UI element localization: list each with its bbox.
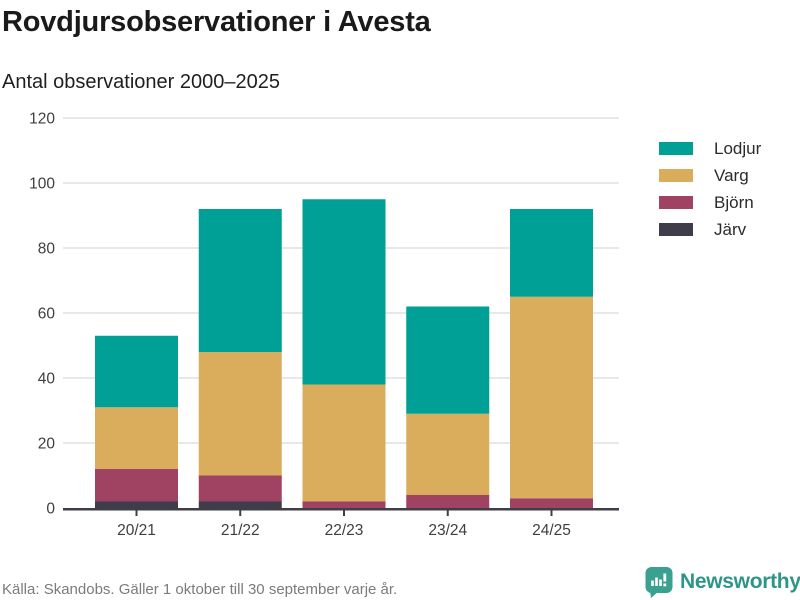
chart-legend: Lodjur Varg Björn Järv <box>659 135 761 243</box>
bar-segment-varg-24-25 <box>510 296 593 499</box>
y-axis-tick-label: 20 <box>38 436 56 453</box>
y-axis-tick-label: 0 <box>46 501 55 518</box>
bar-segment-bjrn-21-22 <box>198 475 282 502</box>
legend-label: Varg <box>714 165 749 185</box>
gridline <box>63 182 619 184</box>
legend-label: Järv <box>714 219 747 239</box>
x-axis-tick <box>239 510 242 516</box>
legend-swatch <box>659 169 693 182</box>
legend-item-lodjur: Lodjur <box>659 135 761 162</box>
x-axis-tick-label: 23/24 <box>428 522 467 539</box>
bar-segment-jrv-20-21 <box>95 501 178 508</box>
bar-segment-bjrn-20-21 <box>95 469 178 502</box>
legend-swatch <box>659 196 693 209</box>
y-axis-tick-label: 120 <box>29 111 55 128</box>
legend-swatch <box>659 142 693 155</box>
newsworthy-wordmark: Newsworthy <box>680 570 800 593</box>
bar-segment-lodjur-24-25 <box>510 209 593 297</box>
gridline <box>63 117 619 119</box>
legend-label: Lodjur <box>714 138 762 158</box>
chart-subtitle: Antal observationer 2000–2025 <box>2 71 280 93</box>
legend-label: Björn <box>714 192 754 212</box>
bar-segment-varg-23-24 <box>406 413 490 495</box>
x-axis-tick-label: 20/21 <box>117 522 156 539</box>
legend-swatch <box>659 223 693 236</box>
x-axis-tick <box>446 510 449 516</box>
bar-segment-jrv-21-22 <box>198 501 282 508</box>
x-axis-tick-label: 24/25 <box>532 522 571 539</box>
y-axis-tick-label: 100 <box>29 176 55 193</box>
x-axis-tick <box>550 510 553 516</box>
legend-item-varg: Varg <box>659 162 761 189</box>
bar-segment-lodjur-21-22 <box>198 209 282 352</box>
bar-segment-bjrn-22-23 <box>302 501 386 508</box>
x-axis-line <box>63 508 619 511</box>
y-axis-tick-label: 80 <box>38 241 56 258</box>
x-axis-tick <box>135 510 138 516</box>
bar-segment-varg-22-23 <box>302 384 386 502</box>
bar-segment-varg-20-21 <box>95 407 178 469</box>
source-note: Källa: Skandobs. Gäller 1 oktober till 3… <box>2 581 398 598</box>
y-axis-tick-label: 40 <box>38 371 56 388</box>
x-axis-tick <box>343 510 345 516</box>
bar-segment-lodjur-22-23 <box>302 199 386 385</box>
legend-item-jrv: Järv <box>659 216 761 243</box>
newsworthy-logo: Newsworthy <box>645 566 800 598</box>
newsworthy-icon <box>645 567 673 598</box>
bar-segment-varg-21-22 <box>198 352 282 476</box>
x-axis-tick-label: 21/22 <box>221 522 260 539</box>
bar-segment-lodjur-20-21 <box>95 335 178 408</box>
chart-title: Rovdjursobservationer i Avesta <box>2 6 431 38</box>
bar-segment-bjrn-24-25 <box>510 498 593 508</box>
x-axis-tick-label: 22/23 <box>325 522 364 539</box>
y-axis-tick-label: 60 <box>38 306 56 323</box>
bar-segment-bjrn-23-24 <box>406 495 490 508</box>
legend-item-bjrn: Björn <box>659 189 761 216</box>
bar-segment-lodjur-23-24 <box>406 306 490 414</box>
